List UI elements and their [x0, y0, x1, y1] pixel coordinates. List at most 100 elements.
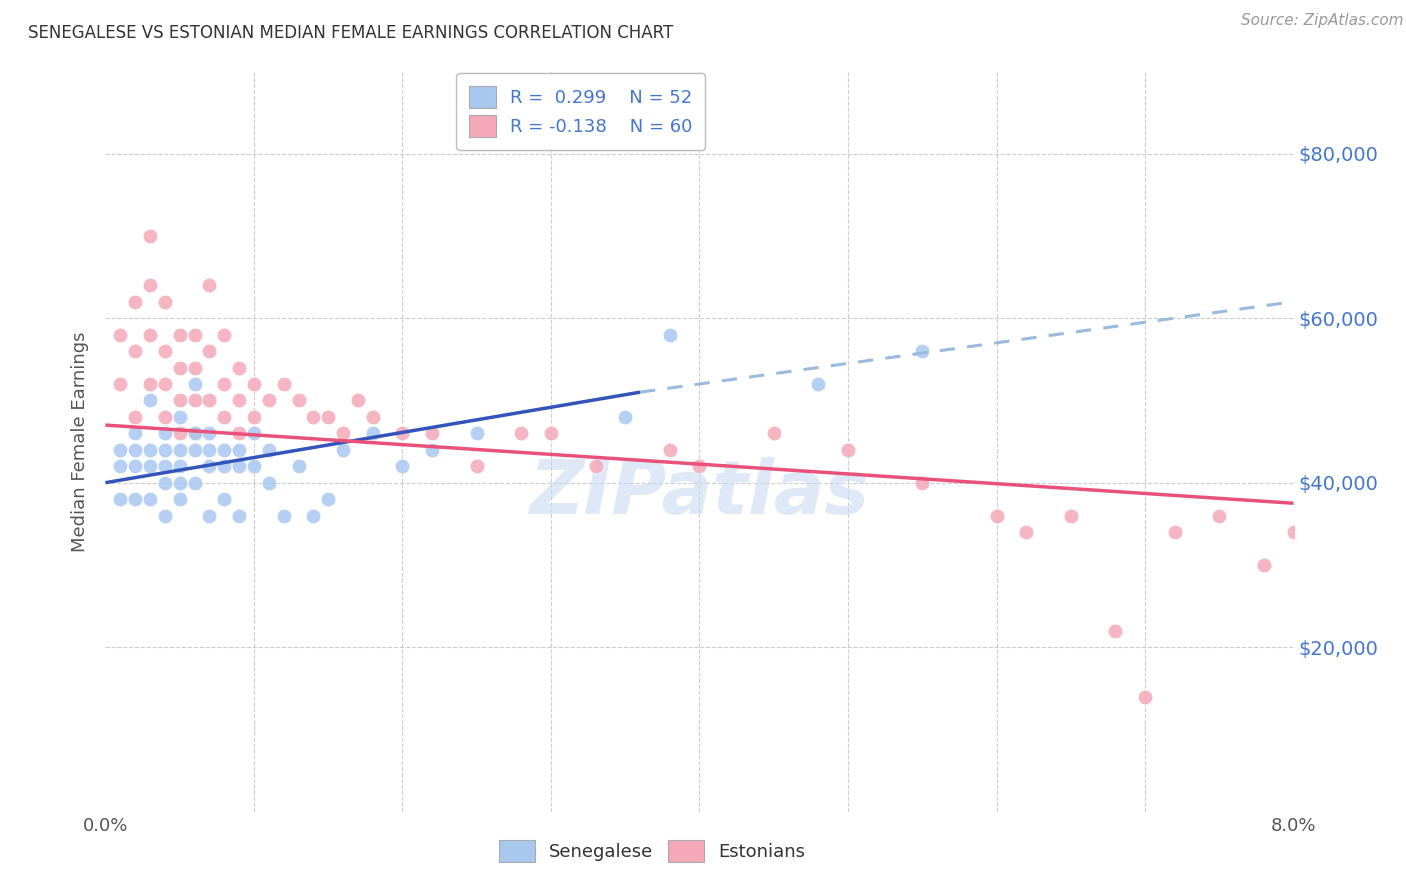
Point: [986, 508, 1008, 523]
Point: [183, 426, 205, 441]
Point: [183, 393, 205, 408]
Point: [302, 409, 325, 424]
Point: [228, 459, 250, 474]
Point: [1015, 524, 1038, 539]
Point: [302, 508, 325, 523]
Point: [332, 426, 354, 441]
Point: [510, 426, 533, 441]
Point: [1060, 508, 1083, 523]
Point: [124, 426, 146, 441]
Point: [614, 409, 637, 424]
Point: [139, 327, 162, 342]
Point: [169, 409, 191, 424]
Point: [540, 426, 562, 441]
Point: [465, 426, 488, 441]
Point: [198, 344, 221, 359]
Point: [837, 442, 859, 457]
Point: [110, 376, 132, 391]
Point: [287, 393, 309, 408]
Point: [169, 360, 191, 375]
Point: [214, 327, 236, 342]
Y-axis label: Median Female Earnings: Median Female Earnings: [72, 331, 90, 552]
Point: [169, 442, 191, 457]
Point: [183, 327, 205, 342]
Point: [214, 459, 236, 474]
Text: SENEGALESE VS ESTONIAN MEDIAN FEMALE EARNINGS CORRELATION CHART: SENEGALESE VS ESTONIAN MEDIAN FEMALE EAR…: [28, 24, 673, 42]
Point: [183, 442, 205, 457]
Point: [332, 442, 354, 457]
Point: [420, 426, 443, 441]
Point: [257, 393, 280, 408]
Point: [183, 475, 205, 490]
Point: [169, 459, 191, 474]
Point: [124, 492, 146, 507]
Point: [585, 459, 607, 474]
Point: [361, 409, 384, 424]
Point: [153, 459, 176, 474]
Point: [658, 442, 681, 457]
Point: [169, 426, 191, 441]
Point: [153, 376, 176, 391]
Point: [465, 459, 488, 474]
Point: [153, 344, 176, 359]
Text: ZIPatlas: ZIPatlas: [530, 457, 869, 530]
Point: [169, 393, 191, 408]
Point: [139, 492, 162, 507]
Point: [228, 442, 250, 457]
Point: [124, 409, 146, 424]
Point: [198, 393, 221, 408]
Point: [287, 459, 309, 474]
Point: [169, 327, 191, 342]
Point: [124, 294, 146, 309]
Point: [110, 327, 132, 342]
Point: [139, 442, 162, 457]
Point: [420, 442, 443, 457]
Point: [124, 344, 146, 359]
Point: [153, 442, 176, 457]
Point: [139, 393, 162, 408]
Point: [214, 376, 236, 391]
Point: [169, 492, 191, 507]
Text: Source: ZipAtlas.com: Source: ZipAtlas.com: [1240, 13, 1403, 29]
Point: [198, 442, 221, 457]
Point: [273, 376, 295, 391]
Point: [153, 475, 176, 490]
Point: [198, 459, 221, 474]
Point: [183, 376, 205, 391]
Point: [243, 409, 266, 424]
Point: [169, 475, 191, 490]
Point: [1253, 558, 1275, 572]
Point: [911, 344, 934, 359]
Point: [214, 409, 236, 424]
Point: [139, 228, 162, 243]
Point: [1164, 524, 1187, 539]
Point: [198, 426, 221, 441]
Point: [689, 459, 711, 474]
Point: [110, 459, 132, 474]
Point: [183, 426, 205, 441]
Point: [658, 327, 681, 342]
Point: [1282, 524, 1305, 539]
Point: [347, 393, 370, 408]
Point: [110, 492, 132, 507]
Point: [124, 459, 146, 474]
Point: [257, 475, 280, 490]
Point: [243, 459, 266, 474]
Point: [110, 442, 132, 457]
Point: [228, 360, 250, 375]
Point: [124, 442, 146, 457]
Point: [316, 409, 339, 424]
Point: [243, 426, 266, 441]
Point: [214, 442, 236, 457]
Point: [139, 278, 162, 293]
Point: [762, 426, 785, 441]
Point: [198, 278, 221, 293]
Point: [1208, 508, 1230, 523]
Point: [153, 294, 176, 309]
Point: [391, 459, 413, 474]
Point: [198, 508, 221, 523]
Point: [153, 409, 176, 424]
Point: [273, 508, 295, 523]
Point: [361, 426, 384, 441]
Point: [911, 475, 934, 490]
